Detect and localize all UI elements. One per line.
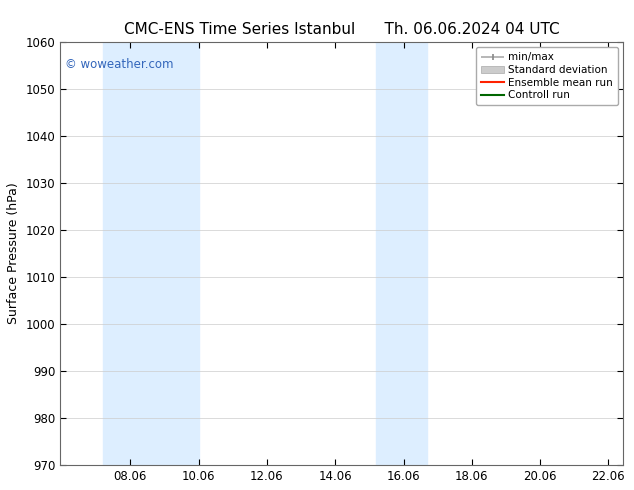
Title: CMC-ENS Time Series Istanbul      Th. 06.06.2024 04 UTC: CMC-ENS Time Series Istanbul Th. 06.06.2… — [124, 22, 560, 37]
Y-axis label: Surface Pressure (hPa): Surface Pressure (hPa) — [7, 183, 20, 324]
Legend: min/max, Standard deviation, Ensemble mean run, Controll run: min/max, Standard deviation, Ensemble me… — [476, 47, 618, 105]
Bar — [103, 42, 198, 465]
Bar — [376, 42, 427, 465]
Text: © woweather.com: © woweather.com — [65, 58, 174, 72]
